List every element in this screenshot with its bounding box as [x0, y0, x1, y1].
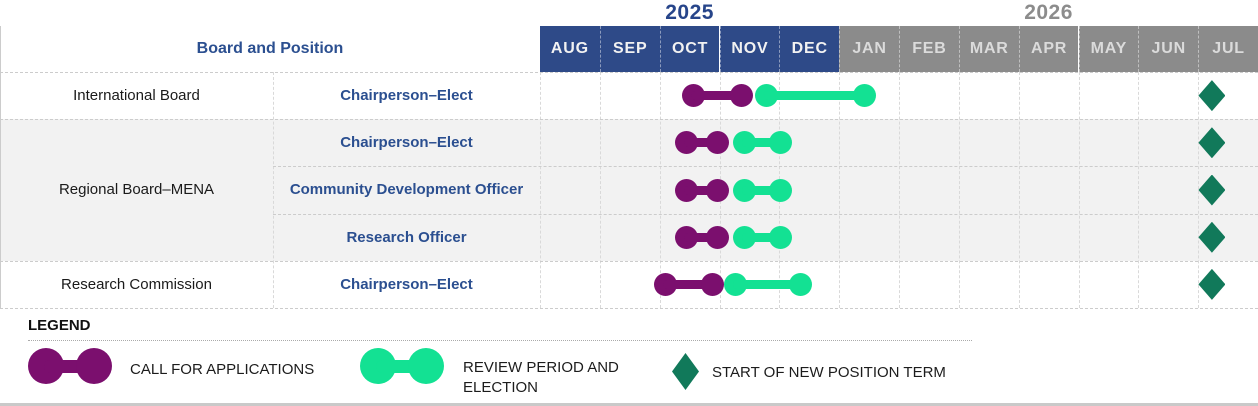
- month-gridline: [599, 72, 601, 308]
- month-gridline: [1078, 72, 1080, 308]
- month-header-oct: OCT: [659, 26, 720, 72]
- position-cell: Chairperson–Elect: [340, 134, 473, 152]
- row-group-background: [0, 260, 1258, 308]
- call-for-applications-marker-part: [684, 232, 721, 242]
- year-2025-label: 2025: [665, 1, 714, 24]
- month-header-feb: FEB: [899, 26, 959, 72]
- year-2026-label: 2026: [1024, 1, 1073, 24]
- row-group-background: [0, 72, 1258, 120]
- row-border: [0, 119, 1258, 121]
- month-header-apr: APR: [1018, 26, 1079, 72]
- row-border: [0, 72, 1258, 73]
- month-header-jan: JAN: [839, 26, 899, 72]
- column-separator: [540, 72, 541, 308]
- month-gridline: [958, 72, 960, 308]
- review-and-election-marker: [754, 84, 877, 108]
- legend-label-review-period: REVIEW PERIOD AND ELECTION: [463, 359, 619, 396]
- month-header-aug: AUG: [540, 26, 600, 72]
- call-for-applications-marker: [682, 84, 753, 108]
- review-and-election-marker: [732, 131, 793, 155]
- month-header-sep: SEP: [599, 26, 660, 72]
- bottom-border: [0, 403, 1258, 406]
- review-and-election-marker: [732, 178, 793, 202]
- call-for-applications-marker: [653, 272, 724, 296]
- review-and-election-marker-part: [853, 84, 877, 108]
- call-for-applications-marker-part: [691, 91, 744, 101]
- review-and-election-marker-part: [763, 91, 868, 101]
- legend-label-call-for-applications: CALL FOR APPLICATIONS: [130, 361, 315, 378]
- call-for-applications-marker: [675, 131, 730, 155]
- month-header-dec: DEC: [779, 26, 840, 72]
- review-and-election-marker-part: [769, 178, 793, 202]
- board-cell: International Board: [73, 87, 200, 105]
- month-header-jun: JUN: [1138, 26, 1199, 72]
- month-gridline: [659, 72, 661, 308]
- call-for-applications-marker-part: [706, 131, 730, 155]
- board-and-position-header: Board and Position: [196, 40, 344, 57]
- legend-separator: [28, 340, 972, 341]
- row-border: [0, 260, 1258, 262]
- legend-label-start-of-term: START OF NEW POSITION TERM: [712, 364, 946, 381]
- month-header-jul: JUL: [1198, 26, 1258, 72]
- review-period-and-election-icon: [360, 348, 444, 384]
- column-separator: [273, 72, 274, 308]
- row-border: [0, 308, 1258, 309]
- call-for-applications-marker-part: [662, 279, 715, 289]
- call-for-applications-marker-part: [684, 185, 721, 195]
- review-and-election-marker-part: [769, 131, 793, 155]
- position-cell: Research Officer: [346, 228, 467, 246]
- row-border: [273, 213, 1258, 215]
- position-cell: Chairperson–Elect: [340, 87, 473, 105]
- call-for-applications-marker-part: [684, 138, 721, 148]
- month-header-may: MAY: [1078, 26, 1139, 72]
- position-cell: Community Development Officer: [289, 181, 524, 199]
- month-gridline: [899, 72, 900, 308]
- call-for-applications-marker-part: [700, 272, 724, 296]
- call-for-applications-marker: [675, 178, 730, 202]
- review-and-election-marker-part: [741, 185, 784, 195]
- review-and-election-marker-part: [733, 279, 804, 289]
- call-for-applications-marker-part: [706, 225, 730, 249]
- review-and-election-marker-part: [741, 138, 784, 148]
- call-for-applications-marker-part: [729, 84, 753, 108]
- review-and-election-marker: [724, 272, 813, 296]
- row-border: [273, 166, 1258, 168]
- position-cell: Chairperson–Elect: [340, 275, 473, 293]
- month-header-nov: NOV: [719, 26, 780, 72]
- month-gridline: [839, 72, 841, 308]
- board-cell: Research Commission: [61, 275, 212, 293]
- call-for-applications-icon: [28, 348, 112, 384]
- board-cell: Regional Board–MENA: [58, 181, 215, 199]
- review-and-election-marker: [732, 225, 793, 249]
- month-gridline: [1138, 72, 1140, 308]
- month-header-band: AUG SEP OCT NOV DEC JAN FEB MAR APR MAY JUN JUL: [540, 26, 1258, 72]
- table-left-border: [0, 26, 1, 308]
- review-and-election-marker-part: [741, 232, 784, 242]
- month-gridline: [1018, 72, 1020, 308]
- row-group-background: [0, 119, 1258, 261]
- month-header-mar: MAR: [958, 26, 1019, 72]
- call-for-applications-marker-part: [706, 178, 730, 202]
- legend-title: LEGEND: [28, 317, 91, 334]
- call-for-applications-marker: [675, 225, 730, 249]
- review-and-election-marker-part: [769, 225, 793, 249]
- review-and-election-marker-part: [789, 272, 813, 296]
